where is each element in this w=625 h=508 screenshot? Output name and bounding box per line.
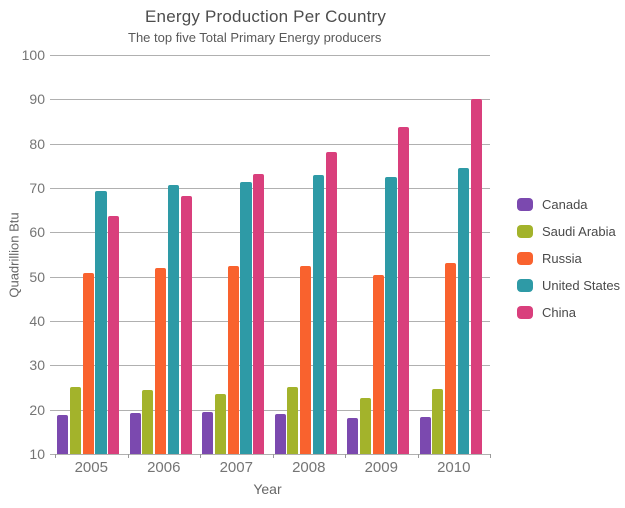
bar-saudi-arabia-2007 <box>214 393 226 454</box>
gridline <box>50 454 490 455</box>
legend-swatch-icon <box>517 279 533 292</box>
legend-label: United States <box>542 278 621 293</box>
bar-canada-2006 <box>129 413 141 454</box>
x-tick-label: 2006 <box>147 459 181 476</box>
x-tick-label: 2009 <box>364 459 398 476</box>
bar-china-2008 <box>325 151 337 454</box>
x-tick-label: 2008 <box>292 459 326 476</box>
legend-item-saudi-arabia[interactable]: Saudi Arabia <box>517 218 620 245</box>
bar-saudi-arabia-2010 <box>432 389 444 454</box>
bar-group-2008 <box>273 55 346 454</box>
bar-china-2009 <box>398 127 410 454</box>
x-tick-label: 2010 <box>437 459 471 476</box>
bar-russia-2007 <box>227 266 239 454</box>
x-axis-tick <box>417 454 419 458</box>
legend-item-china[interactable]: China <box>517 299 620 326</box>
chart-title: Energy Production Per Country <box>145 7 387 26</box>
x-axis-title: Year <box>253 481 282 497</box>
y-tick-label: 70 <box>29 180 45 196</box>
legend-label: Canada <box>542 197 588 212</box>
bar-united-states-2005 <box>95 191 107 454</box>
bar-russia-2005 <box>82 272 94 454</box>
bar-group-2007 <box>200 55 273 454</box>
y-tick-label: 100 <box>21 47 45 63</box>
bar-canada-2010 <box>419 417 431 454</box>
bar-group-2010 <box>418 55 491 454</box>
chart-subtitle: The top five Total Primary Energy produc… <box>128 30 382 45</box>
gridline <box>50 188 490 189</box>
bar-saudi-arabia-2006 <box>142 390 154 454</box>
x-tick-label: 2007 <box>219 459 253 476</box>
plot-area <box>50 55 491 458</box>
bar-russia-2009 <box>372 275 384 454</box>
bar-series <box>55 55 490 454</box>
legend-label: China <box>542 305 576 320</box>
y-tick-label: 10 <box>29 446 45 462</box>
bar-china-2005 <box>108 215 120 454</box>
legend-label: Russia <box>542 251 582 266</box>
y-tick-label: 20 <box>29 401 45 418</box>
y-tick-label: 90 <box>29 91 45 108</box>
bar-china-2010 <box>470 99 482 454</box>
bar-russia-2006 <box>155 268 167 454</box>
bar-china-2007 <box>253 174 265 454</box>
bar-saudi-arabia-2005 <box>69 387 81 454</box>
y-tick-label: 80 <box>29 135 45 152</box>
x-axis-tick <box>345 454 346 458</box>
bar-russia-2008 <box>300 266 312 454</box>
x-axis-tick <box>127 454 129 458</box>
y-tick-label: 30 <box>29 357 45 374</box>
bar-canada-2008 <box>274 414 286 454</box>
gridline <box>50 321 490 322</box>
bar-canada-2007 <box>202 412 214 454</box>
bar-canada-2009 <box>347 417 359 454</box>
x-axis-tick <box>200 454 201 458</box>
gridline <box>50 232 490 234</box>
legend-item-russia[interactable]: Russia <box>517 245 620 272</box>
y-tick-label: 60 <box>29 224 45 241</box>
bar-united-states-2007 <box>240 182 252 454</box>
bar-saudi-arabia-2009 <box>359 397 371 454</box>
bar-group-2006 <box>128 55 201 454</box>
bar-canada-2005 <box>57 415 69 454</box>
legend-label: Saudi Arabia <box>542 224 616 239</box>
bar-russia-2010 <box>445 262 457 454</box>
legend-swatch-icon <box>517 306 533 319</box>
legend: Canada Saudi Arabia Russia United States Chi… <box>517 191 620 326</box>
legend-item-canada[interactable]: Canada <box>517 191 620 218</box>
legend-swatch-icon <box>517 198 533 211</box>
gridline <box>50 55 490 56</box>
gridline <box>50 99 490 101</box>
y-tick-label: 50 <box>29 268 45 285</box>
legend-item-united-states[interactable]: United States <box>517 272 620 299</box>
bar-china-2006 <box>180 196 192 454</box>
y-tick-label: 40 <box>29 313 45 329</box>
bar-united-states-2010 <box>457 167 470 454</box>
bar-united-states-2009 <box>385 176 397 454</box>
bar-saudi-arabia-2008 <box>287 387 299 454</box>
bar-united-states-2006 <box>167 185 180 454</box>
bar-united-states-2008 <box>312 175 325 454</box>
bar-group-2005 <box>55 55 128 454</box>
bar-group-2009 <box>345 55 418 454</box>
x-axis-tick <box>490 454 491 458</box>
legend-swatch-icon <box>517 252 533 265</box>
gridline <box>50 143 490 145</box>
x-axis-tick <box>272 454 274 458</box>
gridline <box>50 409 490 411</box>
gridline <box>50 276 490 278</box>
gridline <box>50 365 490 367</box>
legend-swatch-icon <box>517 225 533 238</box>
x-axis-tick <box>55 454 56 458</box>
x-tick-label: 2005 <box>74 459 108 476</box>
